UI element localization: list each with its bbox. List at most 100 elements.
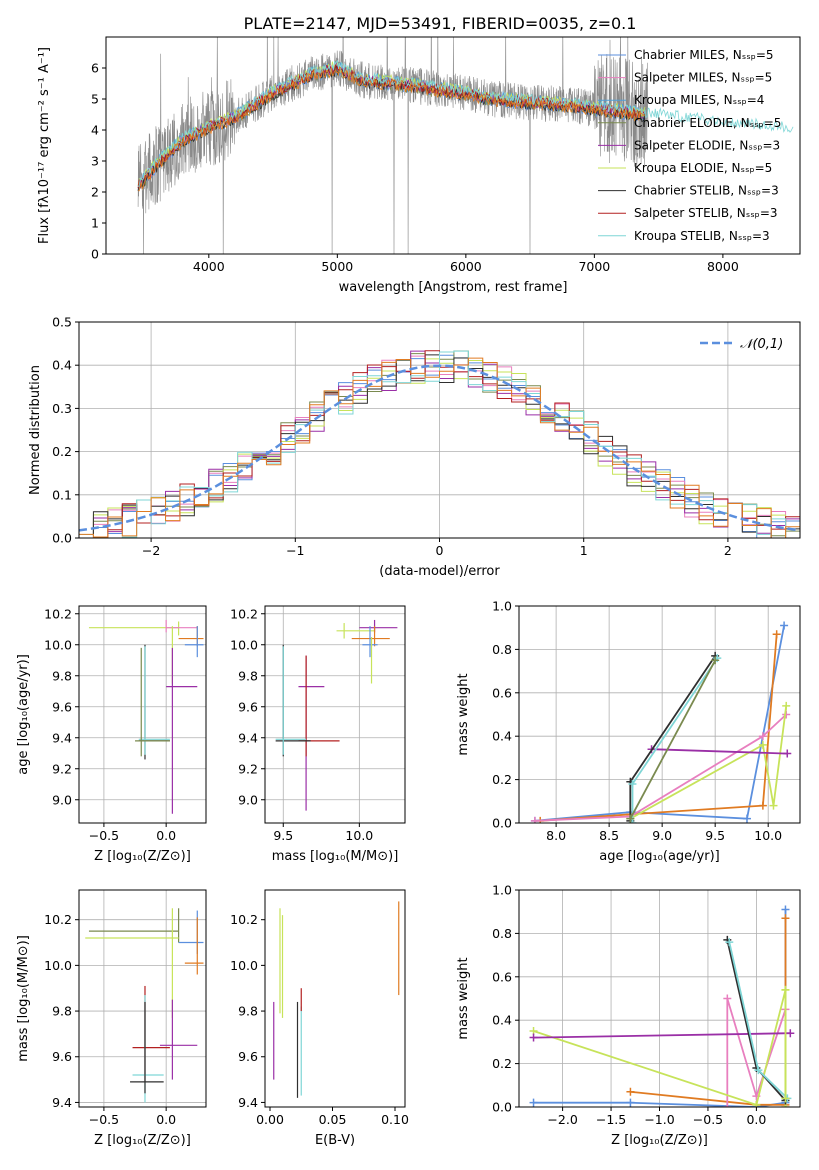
data-point <box>723 1103 732 1107</box>
data-point <box>781 914 790 923</box>
y-tick-label: 0.0 <box>492 816 512 831</box>
y-tick-label: 9.2 <box>52 761 72 776</box>
y-tick-label: 0.2 <box>492 772 512 787</box>
mass-vs-extinction-panel: 0.00 0.05 0.10 9.4 9.6 9.8 10.0 10.2 E(B-V) <box>230 889 409 1148</box>
y-axis-label: Normed distribution <box>28 365 43 495</box>
x-tick-label: −1.5 <box>596 1112 626 1127</box>
mass-weight-vs-age-panel: 8.0 8.5 9.0 9.5 10.0 0.0 0.2 0.4 0.6 0.8 1.0 age [l… <box>456 599 801 864</box>
data-point <box>742 814 751 823</box>
x-tick-label: 0.10 <box>381 1112 409 1127</box>
x-tick-label: 8.0 <box>546 828 566 843</box>
x-tick-label: 9.0 <box>652 828 672 843</box>
y-tick-label: 10.0 <box>44 958 72 973</box>
y-tick-label: 10.0 <box>44 637 72 652</box>
data-point <box>780 621 789 630</box>
spectrum-panel: Chabrier MILES, Nₛₛₚ=5 Salpeter MILES, Nₛ… <box>37 36 801 295</box>
x-axis-label: age [log₁₀(age/yr)] <box>599 849 720 864</box>
y-tick-label: 10.2 <box>230 606 258 621</box>
data-point <box>626 1087 635 1096</box>
series-line <box>540 634 778 822</box>
mass-weight-vs-metallicity-panel: −2.0 −1.5 −1.0 −0.5 0.0 0.0 0.2 0.4 0.6 0.8 1.0 Z [… <box>456 883 801 1148</box>
y-tick-label: 9.4 <box>238 1095 258 1110</box>
y-tick-label: 0.1 <box>52 487 72 502</box>
x-tick-label: −0.5 <box>89 1112 119 1127</box>
y-axis-label: mass weight <box>456 957 471 1039</box>
y-tick-label: 10.2 <box>230 912 258 927</box>
data-point <box>769 801 778 810</box>
data-point <box>530 816 539 823</box>
series-line <box>651 748 788 755</box>
data-point <box>758 801 767 810</box>
x-axis-label: Z [log₁₀(Z/Z⊙)] <box>94 849 191 864</box>
data-point <box>529 1098 538 1107</box>
data-point <box>711 656 720 665</box>
data-point <box>781 985 790 994</box>
data-point <box>781 1094 790 1103</box>
y-tick-label: 1.0 <box>492 883 512 898</box>
legend-label: Salpeter STELIB, Nₛₛₚ=3 <box>634 206 778 220</box>
x-tick-label: 0 <box>436 543 444 558</box>
legend-label: Kroupa MILES, Nₛₛₚ=4 <box>634 93 764 107</box>
x-tick-label: 7000 <box>578 259 610 274</box>
y-tick-label: 9.6 <box>238 1049 258 1064</box>
x-tick-label: 9.5 <box>705 828 725 843</box>
data-point <box>783 749 792 758</box>
y-tick-label: 9.4 <box>52 1095 72 1110</box>
x-tick-label: 10.0 <box>754 828 782 843</box>
y-tick-label: 0.8 <box>492 926 512 941</box>
residual-histogram <box>79 357 800 538</box>
data-point <box>786 1029 795 1038</box>
residuals-panel: 𝒩(0,1) −2 −1 0 1 2 0.0 0.1 0.2 0.3 0.4 0.5 (data-mod… <box>28 315 801 579</box>
y-tick-label: 0.8 <box>492 642 512 657</box>
age-vs-metallicity-panel: −0.5 0.0 9.0 9.2 9.4 9.6 9.8 10.0 10.2 Z [log₁₀(Z… <box>16 605 207 864</box>
figure-title: PLATE=2147, MJD=53491, FIBERID=0035, z=0… <box>244 14 637 33</box>
y-tick-label: 0.3 <box>52 401 72 416</box>
y-tick-label: 1 <box>91 216 99 231</box>
plot-area <box>137 37 794 254</box>
y-tick-label: 5 <box>91 92 99 107</box>
x-tick-label: 0.0 <box>746 1112 766 1127</box>
y-tick-label: 10.2 <box>44 912 72 927</box>
x-tick-label: 0.05 <box>319 1112 347 1127</box>
legend-label: Kroupa ELODIE, Nₛₛₚ=5 <box>634 161 772 175</box>
x-axis-label: E(B-V) <box>315 1133 355 1148</box>
x-axis-label: (data-model)/error <box>379 564 500 579</box>
y-tick-label: 0.6 <box>492 685 512 700</box>
x-tick-label: −0.5 <box>89 828 119 843</box>
legend: Chabrier MILES, Nₛₛₚ=5 Salpeter MILES, Nₛ… <box>598 48 781 243</box>
y-tick-label: 9.0 <box>238 792 258 807</box>
x-tick-label: 0.00 <box>256 1112 284 1127</box>
plot-area <box>88 619 204 814</box>
x-axis-label: Z [log₁₀(Z/Z⊙)] <box>94 1133 191 1148</box>
y-tick-label: 0.2 <box>492 1056 512 1071</box>
x-tick-label: 0.0 <box>156 1112 176 1127</box>
y-tick-label: 0 <box>91 247 99 262</box>
y-tick-label: 0.4 <box>52 358 72 373</box>
x-tick-label: −0.5 <box>693 1112 723 1127</box>
y-tick-label: 9.0 <box>52 792 72 807</box>
data-point <box>758 732 767 741</box>
axes-frame <box>518 605 801 824</box>
axes-frame <box>78 605 207 824</box>
plot-area <box>275 619 398 811</box>
x-tick-label: 4000 <box>193 259 225 274</box>
legend-label: Salpeter MILES, Nₛₛₚ=5 <box>634 71 772 85</box>
data-point <box>781 905 790 914</box>
legend-label: 𝒩(0,1) <box>740 337 783 352</box>
data-point <box>628 819 637 823</box>
x-tick-label: −2 <box>142 543 160 558</box>
x-tick-label: 6000 <box>450 259 482 274</box>
x-tick-label: 1 <box>580 543 588 558</box>
x-tick-label: 0.0 <box>156 828 176 843</box>
axes-frame <box>78 889 207 1108</box>
gaussian-curve <box>79 364 800 532</box>
data-point <box>752 1100 761 1107</box>
data-point <box>626 1098 635 1107</box>
y-tick-label: 10.0 <box>230 958 258 973</box>
legend-label: Chabrier STELIB, Nₛₛₚ=3 <box>634 184 779 198</box>
y-axis-label: mass weight <box>456 673 471 755</box>
x-tick-label: −1.0 <box>644 1112 674 1127</box>
plot-area <box>530 621 792 823</box>
series-line <box>533 1032 791 1039</box>
data-point <box>529 1033 538 1042</box>
